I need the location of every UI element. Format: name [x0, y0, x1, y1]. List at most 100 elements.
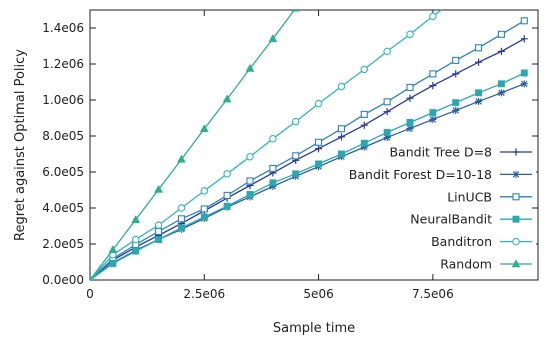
data-point — [497, 89, 506, 97]
y-axis-label: Regret against Optimal Policy — [13, 49, 28, 241]
legend-label: Bandit Forest D=10-18 — [349, 167, 492, 182]
data-point — [383, 47, 391, 56]
data-point — [474, 58, 483, 66]
data-point — [223, 191, 231, 199]
data-point — [406, 83, 414, 91]
legend-item: NeuralBandit — [410, 212, 536, 227]
legend-item: Banditron — [431, 234, 536, 249]
data-point — [292, 152, 300, 160]
data-point — [246, 177, 254, 185]
x-axis-label: Sample time — [273, 321, 355, 336]
x-tick-label: 0 — [86, 287, 94, 301]
data-point — [429, 82, 437, 90]
data-point — [452, 56, 460, 64]
data-point — [268, 34, 278, 43]
data-point — [245, 63, 255, 72]
data-point — [200, 205, 208, 213]
data-point — [429, 70, 437, 78]
data-point — [429, 109, 437, 117]
data-point — [520, 80, 528, 88]
data-point — [199, 124, 209, 133]
x-tick-label: 7.5e06 — [412, 287, 454, 301]
data-point — [406, 124, 414, 133]
data-point — [269, 182, 277, 190]
y-tick-label: 0.0e00 — [42, 273, 84, 287]
data-point — [292, 170, 300, 178]
data-point — [360, 143, 368, 151]
series-layer — [90, 10, 528, 280]
data-point — [360, 139, 368, 147]
legend-label: NeuralBandit — [410, 212, 492, 227]
data-point — [154, 221, 163, 229]
data-point — [246, 191, 254, 198]
series-random — [90, 10, 301, 280]
y-tick-label: 1.0e06 — [42, 93, 84, 107]
data-point — [429, 115, 437, 124]
data-point — [512, 193, 520, 201]
series-line — [90, 20, 525, 280]
x-tick-label: 5e06 — [303, 287, 333, 301]
legend-item: Bandit Forest D=10-18 — [349, 167, 536, 182]
data-point — [108, 245, 118, 254]
data-point — [155, 236, 163, 243]
data-point — [360, 121, 368, 129]
data-point — [314, 145, 323, 153]
data-point — [383, 128, 391, 136]
data-point — [177, 154, 186, 163]
data-point — [406, 94, 414, 102]
data-point — [154, 184, 163, 193]
data-point — [223, 170, 231, 178]
data-point — [429, 12, 437, 21]
data-point — [452, 70, 460, 78]
data-point — [475, 89, 483, 97]
series-line — [90, 72, 525, 280]
data-point — [177, 224, 185, 232]
data-point — [337, 150, 345, 158]
series-line — [90, 10, 443, 280]
data-point — [520, 17, 528, 25]
data-point — [314, 99, 323, 108]
data-point — [406, 119, 414, 126]
data-point — [200, 213, 208, 221]
legend-label: Bandit Tree D=8 — [389, 145, 492, 160]
data-point — [512, 170, 520, 178]
legend-item: Bandit Tree D=8 — [389, 145, 536, 160]
legend: Bandit Tree D=8 Bandit Forest D=10-18 LinU… — [349, 145, 536, 272]
data-point — [269, 134, 277, 143]
y-tick-label: 2.0e05 — [42, 237, 84, 251]
data-point — [90, 275, 93, 280]
data-point — [497, 47, 506, 55]
legend-label: Banditron — [431, 234, 492, 249]
data-point — [474, 97, 483, 106]
data-point — [177, 215, 185, 223]
data-point — [360, 110, 368, 118]
data-point — [475, 44, 483, 52]
y-tick-label: 6.0e05 — [42, 165, 84, 179]
y-tick-label: 8.0e05 — [42, 129, 84, 143]
data-point — [269, 164, 277, 172]
data-point — [383, 108, 391, 116]
legend-label: Random — [440, 257, 492, 272]
data-point — [291, 10, 301, 12]
data-point — [200, 187, 209, 195]
data-point — [512, 215, 520, 223]
series-line — [90, 38, 525, 280]
legend-label: LinUCB — [447, 189, 492, 204]
data-point — [512, 237, 520, 246]
data-point — [315, 138, 323, 146]
data-point — [223, 202, 231, 210]
data-point — [131, 214, 141, 223]
data-point — [337, 125, 345, 133]
y-tick-label: 4.0e05 — [42, 201, 84, 215]
data-point — [452, 99, 460, 107]
plot-frame — [89, 9, 539, 281]
legend-item: Random — [440, 257, 536, 272]
data-point — [383, 98, 391, 106]
data-point — [452, 106, 460, 115]
data-point — [511, 259, 521, 268]
data-point — [269, 179, 277, 187]
data-point — [520, 69, 528, 77]
series-linucb — [90, 17, 528, 280]
x-tick-label: 2.5e06 — [183, 287, 225, 301]
